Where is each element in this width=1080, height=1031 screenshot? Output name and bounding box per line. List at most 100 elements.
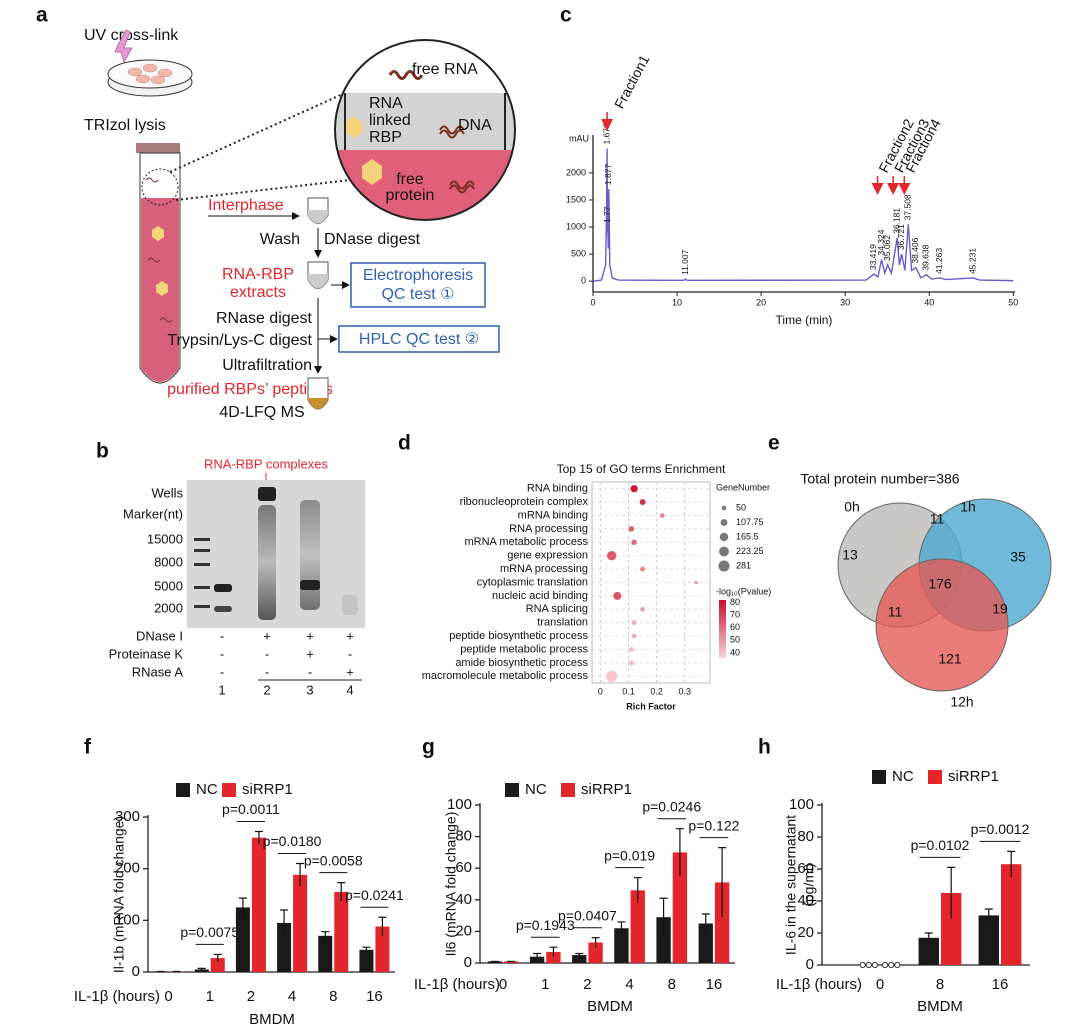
uv-icon: [114, 29, 133, 64]
qc-box: [338, 325, 500, 353]
gel-mark: -: [220, 628, 224, 643]
error-bar: [213, 953, 222, 962]
cells: [127, 63, 173, 85]
color-tick-label: 60: [730, 622, 740, 632]
bubble: [628, 647, 634, 652]
category-label: gene expression: [507, 550, 588, 562]
peak-label: 41.263: [934, 248, 944, 274]
legend-label: siRRP1: [242, 781, 293, 798]
zoom-label: RNA: [369, 95, 403, 112]
gel-mark: -: [308, 664, 312, 679]
color-legend-title: -log₁₀(Pvalue): [716, 586, 771, 596]
peak-label: 36.721: [896, 224, 906, 250]
step-label: DNase digest: [324, 231, 421, 248]
bar: [978, 915, 999, 965]
panel-a: a UV cross-link TRIzol lysis free RNA RN…: [36, 4, 516, 421]
category-label: RNA processing: [509, 523, 588, 535]
bar: [714, 882, 730, 963]
y-tick-label: 80: [797, 828, 814, 845]
bubble: [606, 670, 618, 682]
category-label: cytoplasmic translation: [477, 576, 588, 588]
peak-label: 39.638: [920, 244, 930, 270]
panel-label: e: [768, 432, 780, 455]
peak-label: 33.419: [868, 244, 878, 270]
error-bar: [659, 897, 668, 937]
point: [865, 961, 872, 969]
x-tick-label: 0.1: [622, 686, 635, 696]
error-bar: [984, 908, 993, 922]
point: [888, 961, 895, 969]
step-label: Interphase: [208, 197, 284, 214]
gel-table: DNase I - + + + Proteinase K - - + - RNase A - - - +1 2…: [109, 628, 354, 697]
legend-label: NC: [525, 781, 547, 798]
legend-key: [505, 783, 519, 797]
y-axis-label: Il6 (mRNA fold change): [443, 812, 459, 957]
x-tick-label: 0.3: [678, 686, 691, 696]
p-value: p=0.0058: [304, 852, 363, 868]
category-label: mRNA metabolic process: [465, 536, 589, 548]
bubble: [659, 513, 665, 518]
x-tick-label: 4: [625, 976, 633, 993]
bubble: [639, 499, 646, 506]
gel-mark: +: [263, 628, 271, 643]
step-label: extracts: [230, 284, 286, 301]
gel-row-label: Proteinase K: [109, 646, 184, 661]
venn-count: 35: [1010, 549, 1026, 565]
bubble: [630, 485, 638, 493]
protein-icon: [152, 226, 164, 241]
error-bar: [378, 916, 387, 936]
p-value: p=0.0102: [911, 837, 970, 853]
venn-count: 121: [938, 651, 962, 667]
x-tick-label: 0: [876, 976, 884, 993]
y-tick-label: 0: [581, 276, 586, 286]
error-bar: [280, 909, 289, 936]
error-bar: [296, 862, 305, 887]
ladder-label: 5000: [154, 578, 183, 593]
p-value: p=0.0407: [558, 907, 617, 923]
y-tick-label: 0: [132, 963, 140, 980]
bubble: [694, 580, 698, 585]
error-bar: [633, 877, 642, 903]
p-value: p=0.0075: [180, 924, 239, 940]
panel-label: f: [84, 736, 92, 759]
bar: [504, 961, 519, 963]
bubble: [613, 591, 622, 600]
y-tick-label: 0: [806, 956, 814, 973]
category-label: ribonucleoprotein complex: [460, 496, 589, 508]
y-tick-label: 100: [789, 796, 814, 813]
gel-mark: -: [265, 646, 269, 661]
category-label: peptide metabolic process: [460, 643, 588, 655]
bar: [672, 852, 688, 963]
size-legend-key: [718, 560, 730, 572]
y-axis-label: (pg/ml): [801, 863, 817, 907]
y-tick-label: 40: [797, 892, 814, 909]
error-bar: [197, 967, 206, 971]
peak-label: 1.678: [601, 123, 611, 145]
venn-count: 13: [842, 547, 858, 563]
legend-key: [561, 783, 575, 797]
peak-label: 36.181: [891, 208, 901, 234]
point: [871, 961, 879, 969]
y-tick-label: 0: [464, 954, 472, 971]
bubble: [631, 539, 637, 546]
protein-icon: [156, 281, 168, 296]
bubble: [628, 526, 635, 532]
legend-label: NC: [196, 781, 218, 798]
legend-label: NC: [892, 768, 914, 785]
bar: [918, 937, 939, 965]
x-axis-label: BMDM: [249, 1011, 295, 1028]
category-label: nucleic acid binding: [492, 590, 588, 602]
error-bar: [254, 830, 263, 844]
gel-row-label: RNase A: [132, 664, 184, 679]
zoom-label: DNA: [458, 117, 492, 134]
zoom-label: linked: [369, 112, 411, 129]
peak-label: 38.406: [910, 237, 920, 263]
gel-mark: +: [346, 628, 354, 643]
error-bar: [238, 897, 247, 917]
category-label: peptide biosynthetic process: [449, 630, 588, 642]
color-tick-label: 40: [730, 647, 740, 657]
point: [894, 961, 901, 969]
error-bar: [718, 847, 727, 918]
error-bar: [575, 952, 584, 957]
gel-row-label: Marker(nt): [123, 506, 183, 521]
